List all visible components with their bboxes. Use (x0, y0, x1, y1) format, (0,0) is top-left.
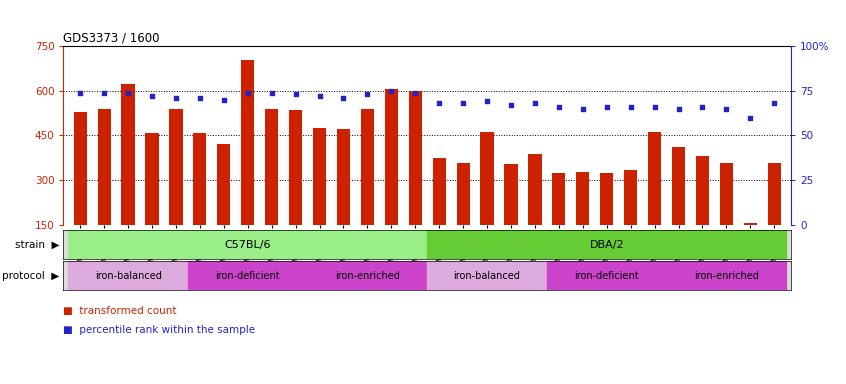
Point (217, 97, 231, 103)
Point (169, 95, 183, 101)
Text: C57BL/6: C57BL/6 (224, 240, 271, 250)
Point (193, 95, 206, 101)
Point (432, 100, 446, 106)
Text: GDS3373 / 1600: GDS3373 / 1600 (63, 32, 160, 45)
Bar (409, 91, 422, 225)
Text: iron-enriched: iron-enriched (335, 270, 400, 281)
Point (648, 104, 662, 110)
Bar (504, 164, 518, 225)
Point (576, 106, 590, 112)
Bar (217, 144, 230, 225)
Bar (427, 261, 547, 290)
Text: protocol  ▶: protocol ▶ (2, 270, 59, 281)
Bar (385, 89, 398, 225)
Point (624, 104, 637, 110)
Text: strain  ▶: strain ▶ (14, 240, 59, 250)
Point (744, 114, 757, 121)
Bar (696, 156, 709, 225)
Point (74, 89, 87, 96)
Bar (744, 223, 757, 225)
Point (360, 91, 374, 98)
Text: ■  transformed count: ■ transformed count (63, 306, 177, 316)
Point (504, 102, 518, 108)
Bar (122, 84, 135, 225)
Point (241, 89, 255, 96)
Point (313, 93, 327, 99)
Point (385, 88, 398, 94)
Text: iron-enriched: iron-enriched (694, 270, 759, 281)
Bar (672, 147, 685, 225)
Point (337, 95, 350, 101)
Point (409, 89, 422, 96)
Bar (600, 174, 613, 225)
Bar (193, 133, 206, 225)
Bar (313, 127, 326, 225)
Bar (720, 163, 733, 225)
Bar (69, 230, 427, 259)
Point (767, 100, 781, 106)
Point (481, 98, 494, 104)
Point (600, 104, 613, 110)
Point (121, 89, 135, 96)
Bar (481, 132, 494, 225)
Bar (188, 261, 308, 290)
Point (720, 106, 733, 112)
Bar (576, 172, 590, 225)
Bar (432, 158, 446, 225)
Point (456, 100, 470, 106)
Bar (547, 261, 667, 290)
Bar (427, 230, 786, 259)
Bar (97, 109, 111, 225)
Bar (457, 163, 470, 225)
Bar (146, 133, 158, 225)
Bar (169, 109, 183, 225)
Text: iron-balanced: iron-balanced (95, 270, 162, 281)
Text: DBA/2: DBA/2 (590, 240, 624, 250)
Bar (360, 109, 374, 225)
Point (288, 91, 302, 98)
Point (695, 104, 709, 110)
Bar (624, 170, 637, 225)
Bar (69, 261, 188, 290)
Text: iron-balanced: iron-balanced (453, 270, 520, 281)
Point (265, 89, 278, 96)
Point (552, 104, 566, 110)
Bar (74, 112, 87, 225)
Point (97, 89, 111, 96)
Point (528, 100, 541, 106)
Bar (337, 129, 350, 225)
Bar (241, 60, 255, 225)
Bar (265, 109, 278, 225)
Text: iron-deficient: iron-deficient (574, 270, 639, 281)
Point (146, 93, 159, 99)
Bar (667, 261, 786, 290)
Bar (552, 174, 565, 225)
Bar (767, 163, 781, 225)
Text: iron-deficient: iron-deficient (216, 270, 280, 281)
Bar (289, 110, 302, 225)
Point (672, 106, 685, 112)
Bar (648, 132, 662, 225)
Text: ■  percentile rank within the sample: ■ percentile rank within the sample (63, 325, 255, 335)
Bar (308, 261, 427, 290)
Bar (529, 154, 541, 225)
